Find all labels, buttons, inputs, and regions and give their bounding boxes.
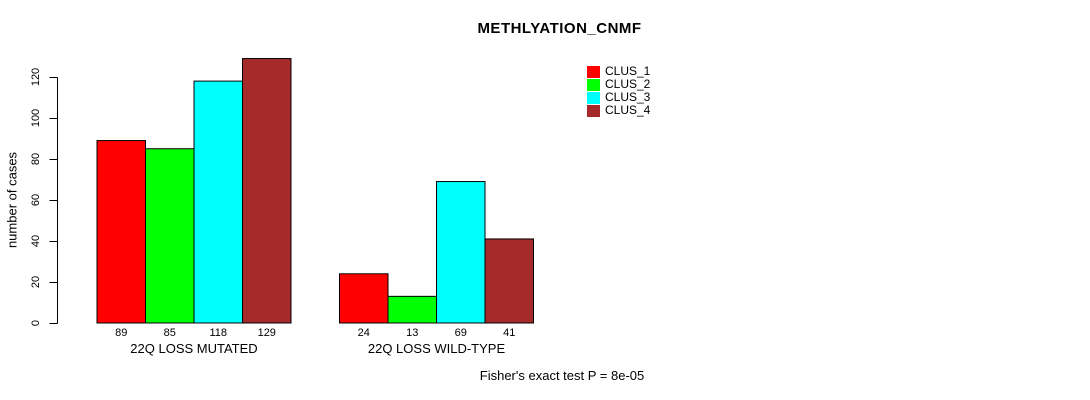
legend: CLUS_1 CLUS_2 CLUS_3 CLUS_4 — [587, 65, 650, 117]
bar-value-label: 41 — [503, 327, 516, 339]
bar-clus_2-group1 — [145, 148, 195, 324]
bar-clus_2-group2 — [387, 295, 437, 324]
y-axis-tick-label: 20 — [30, 275, 42, 289]
legend-swatch-icon — [587, 91, 600, 104]
bar-value-label: 13 — [406, 327, 419, 339]
legend-label: CLUS_3 — [605, 90, 651, 104]
footer-annotation: Fisher's exact test P = 8e-05 — [479, 368, 645, 383]
bar-clus_1-group1 — [96, 140, 146, 324]
legend-swatch-icon — [587, 65, 600, 78]
legend-row: CLUS_1 — [587, 65, 650, 78]
y-axis-tick-label: 40 — [30, 234, 42, 248]
y-axis-tick-label: 80 — [30, 152, 42, 166]
bar-clus_4-group1 — [242, 58, 292, 324]
bar-clus_4-group2 — [484, 238, 534, 324]
bar-value-label: 85 — [163, 327, 176, 339]
legend-label: CLUS_4 — [605, 103, 651, 117]
chart-title: METHLYATION_CNMF — [477, 20, 642, 37]
bar-value-label: 69 — [454, 327, 467, 339]
y-axis-tick-label: 0 — [30, 319, 42, 327]
y-axis-tick-label: 100 — [30, 108, 42, 128]
y-axis-tick-label: 120 — [30, 67, 42, 87]
legend-row: CLUS_2 — [587, 78, 650, 91]
bar-clus_1-group2 — [339, 273, 389, 324]
y-axis-label: number of cases — [4, 151, 20, 249]
legend-row: CLUS_3 — [587, 91, 650, 104]
x-axis-group-label: 22Q LOSS MUTATED — [130, 341, 258, 356]
legend-label: CLUS_2 — [605, 77, 651, 91]
legend-label: CLUS_1 — [605, 64, 651, 78]
bar-value-label: 89 — [115, 327, 128, 339]
legend-row: CLUS_4 — [587, 104, 650, 117]
y-axis-tick-label: 60 — [30, 193, 42, 207]
bar-value-label: 129 — [257, 327, 276, 339]
bar-value-label: 118 — [209, 327, 228, 339]
legend-swatch-icon — [587, 104, 600, 117]
bar-clus_3-group2 — [436, 181, 486, 324]
bar-value-label: 24 — [357, 327, 370, 339]
x-axis-group-label: 22Q LOSS WILD-TYPE — [367, 341, 506, 356]
legend-swatch-icon — [587, 78, 600, 91]
bar-clus_3-group1 — [193, 80, 243, 324]
